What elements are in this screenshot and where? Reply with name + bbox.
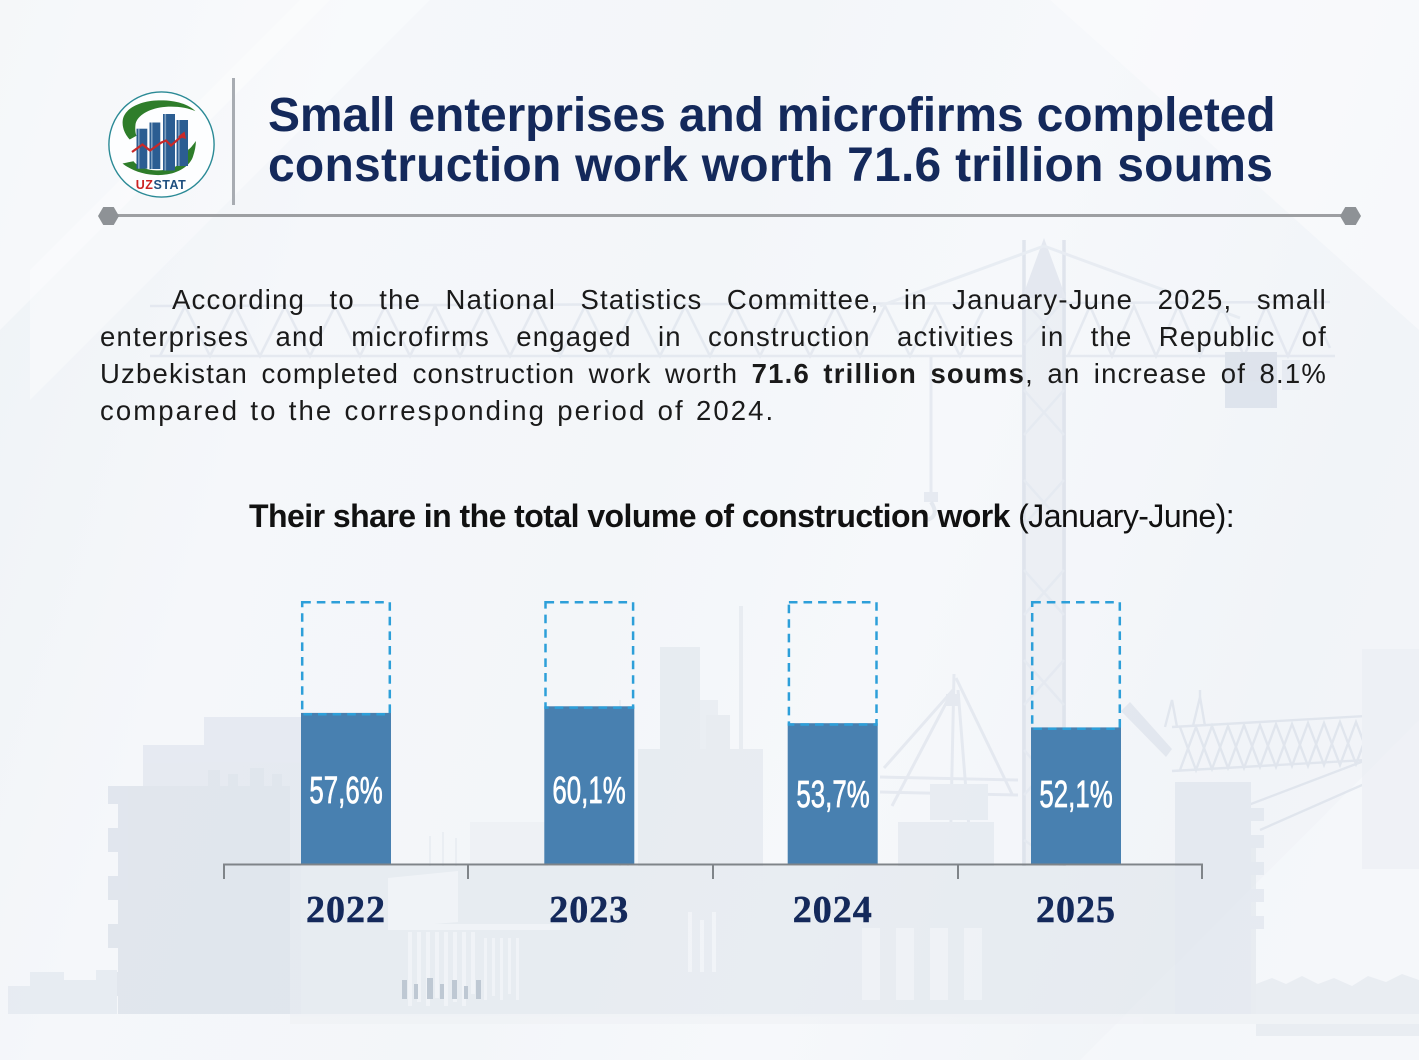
svg-text:UZSTAT: UZSTAT [136,178,186,192]
